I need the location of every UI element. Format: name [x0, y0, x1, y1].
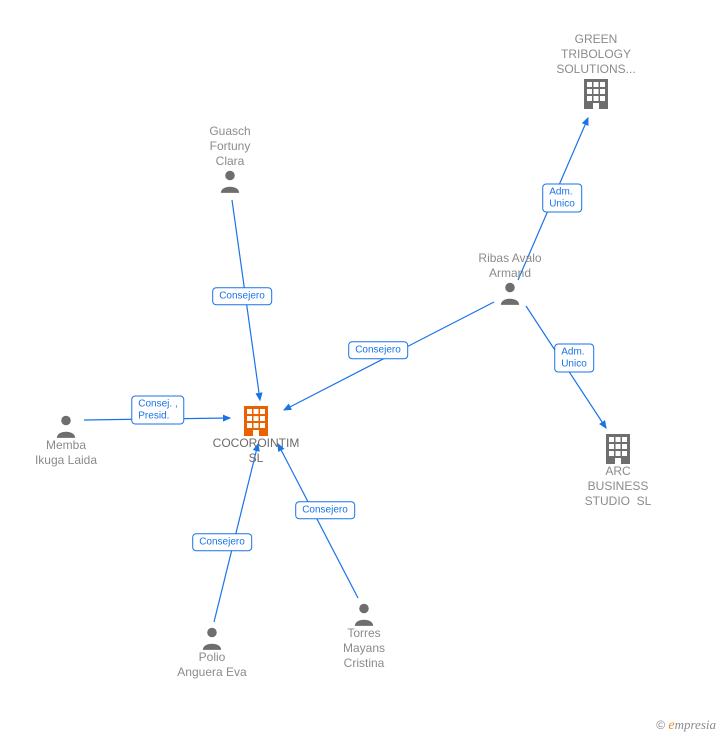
person-icon	[55, 414, 77, 438]
node-label: Guasch Fortuny Clara	[175, 124, 285, 169]
person-icon	[353, 602, 375, 626]
edge-label-ribas-cocorointim: Consejero	[348, 341, 408, 359]
edge-label-ribas-arc: Adm. Unico	[554, 344, 594, 373]
copyright-symbol: ©	[656, 718, 665, 732]
building-icon	[581, 77, 611, 109]
node-label: Memba Ikuga Laida	[11, 438, 121, 468]
building-icon	[603, 432, 633, 464]
node-label: Torres Mayans Cristina	[309, 626, 419, 671]
edge-label-polio-cocorointim: Consejero	[192, 533, 252, 551]
copyright: © empresia	[656, 717, 716, 734]
node-label: ARC BUSINESS STUDIO SL	[563, 464, 673, 509]
node-green[interactable]: GREEN TRIBOLOGY SOLUTIONS...	[541, 32, 651, 109]
brand-rest: mpresia	[675, 717, 716, 732]
node-label: Ribas Avalo Armand	[455, 251, 565, 281]
node-label: Polio Anguera Eva	[157, 650, 267, 680]
edge-label-guasch-cocorointim: Consejero	[212, 287, 272, 305]
node-arc[interactable]: ARC BUSINESS STUDIO SL	[563, 432, 673, 509]
edge-label-ribas-green: Adm. Unico	[542, 184, 582, 213]
edge-label-memba-cocorointim: Consej. , Presid.	[131, 396, 184, 425]
edge-label-torres-cocorointim: Consejero	[295, 501, 355, 519]
node-ribas[interactable]: Ribas Avalo Armand	[455, 251, 565, 305]
node-guasch[interactable]: Guasch Fortuny Clara	[175, 124, 285, 193]
edge-torres-cocorointim	[278, 444, 358, 598]
node-label: GREEN TRIBOLOGY SOLUTIONS...	[541, 32, 651, 77]
person-icon	[499, 281, 521, 305]
building-icon	[241, 404, 271, 436]
node-torres[interactable]: Torres Mayans Cristina	[309, 602, 419, 671]
node-label: COCOROINTIM SL	[201, 436, 311, 466]
node-memba[interactable]: Memba Ikuga Laida	[11, 414, 121, 468]
node-polio[interactable]: Polio Anguera Eva	[157, 626, 267, 680]
node-cocorointim[interactable]: COCOROINTIM SL	[201, 404, 311, 466]
person-icon	[219, 169, 241, 193]
person-icon	[201, 626, 223, 650]
diagram-canvas: COCOROINTIM SL GREEN TRIBOLOGY SOLUTIONS.…	[0, 0, 728, 740]
